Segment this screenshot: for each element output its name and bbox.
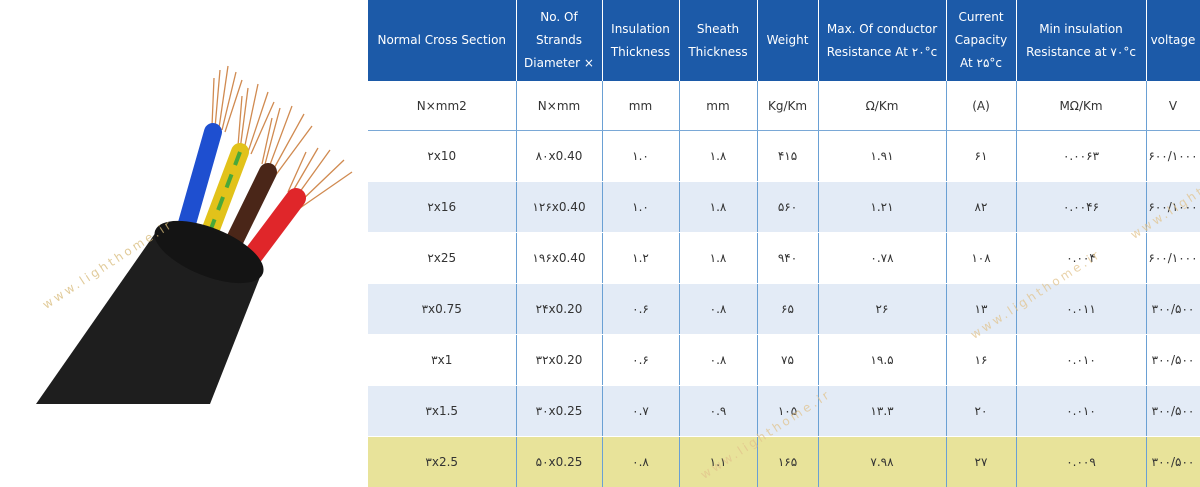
table-cell: ۰.۰۰۴ (1016, 232, 1147, 284)
unit-cell: mm (679, 81, 758, 131)
units-row: N×mm2 N×mm mm mm Kg/Km Ω/Km (A) MΩ/Km V (368, 81, 1200, 131)
unit-cell: Ω/Km (818, 81, 947, 131)
unit-cell: MΩ/Km (1016, 81, 1147, 131)
table-cell: ۱۰۸ (946, 232, 1017, 284)
table-cell: ۸۰x0.40 (516, 130, 603, 182)
table-cell: ۰.۰۰۶۳ (1016, 130, 1147, 182)
table-cell: ۲۶ (818, 283, 947, 335)
table-row: ۲x16 ۱۲۶x0.40 ۱.۰ ۱.۸ ۵۶۰ ۱.۲۱ ۸۲ ۰.۰۰۴۶ ۶۰۰/۱۰۰… (368, 181, 1200, 233)
col-header-insulation-thickness: Insulation Thickness (602, 0, 680, 81)
table-cell: ۱.۱ (679, 436, 758, 487)
col-header-insulation-resistance: Min insulation Resistance at ۷۰°c (1016, 0, 1147, 81)
table-row: ۲x25 ۱۹۶x0.40 ۱.۲ ۱.۸ ۹۴۰ ۰.۷۸ ۱۰۸ ۰.۰۰۴ ۶۰۰/۱۰۰… (368, 232, 1200, 284)
table-row: ۳x1 ۳۲x0.20 ۰.۶ ۰.۸ ۷۵ ۱۹.۵ ۱۶ ۰.۰۱۰ ۳۰۰/۵۰۰ (368, 334, 1200, 386)
table-cell: ۰.۹ (679, 385, 758, 437)
col-header-current-capacity: Current Capacity At ۲۵°c (946, 0, 1017, 81)
table-cell: ۳۰۰/۵۰۰ (1146, 385, 1200, 437)
table-row: ۳x2.5 ۵۰x0.25 ۰.۸ ۱.۱ ۱۶۵ ۷.۹۸ ۲۷ ۰.۰۰۹ ۳۰۰/۵۰۰ (368, 436, 1200, 487)
unit-cell: N×mm2 (368, 81, 517, 131)
table-cell: ۳۲x0.20 (516, 334, 603, 386)
table-cell: ۲۴x0.20 (516, 283, 603, 335)
table-cell: ۶۱ (946, 130, 1017, 182)
table-cell: ۹۴۰ (757, 232, 819, 284)
unit-cell: Kg/Km (757, 81, 819, 131)
table-cell: ۰.۷ (602, 385, 680, 437)
table-cell: ۷.۹۸ (818, 436, 947, 487)
table-cell: ۰.۰۱۱ (1016, 283, 1147, 335)
table-cell: ۰.۶ (602, 334, 680, 386)
table-cell: ۱۹۶x0.40 (516, 232, 603, 284)
table-cell: ۵۶۰ (757, 181, 819, 233)
unit-cell: (A) (946, 81, 1017, 131)
col-header-voltage: voltage (1146, 0, 1200, 81)
col-header-cross-section: Normal Cross Section (368, 0, 517, 81)
table-cell: ۳x1 (368, 334, 517, 386)
unit-cell: V (1146, 81, 1200, 131)
cable-illustration (36, 65, 353, 404)
table-cell: ۸۲ (946, 181, 1017, 233)
table-cell: ۱۲۶x0.40 (516, 181, 603, 233)
table-cell: ۳x2.5 (368, 436, 517, 487)
table-cell: ۲x10 (368, 130, 517, 182)
table-cell: ۶۰۰/۱۰۰۰ (1146, 130, 1200, 182)
table-cell: ۱.۸ (679, 181, 758, 233)
col-header-sheath-thickness: Sheath Thickness (679, 0, 758, 81)
table-cell: ۳۰۰/۵۰۰ (1146, 334, 1200, 386)
table-cell: ۰.۷۸ (818, 232, 947, 284)
table-cell: ۷۵ (757, 334, 819, 386)
table-cell: ۰.۰۰۹ (1016, 436, 1147, 487)
spec-table-container: Normal Cross Section No. Of Strands Diam… (368, 0, 1200, 487)
table-header-row: Normal Cross Section No. Of Strands Diam… (368, 0, 1200, 81)
col-header-conductor-resistance: Max. Of conductor Resistance At ۲۰°c (818, 0, 947, 81)
table-cell: ۱.۹۱ (818, 130, 947, 182)
table-cell: ۶۵ (757, 283, 819, 335)
table-cell: ۲۰ (946, 385, 1017, 437)
table-cell: ۱.۲ (602, 232, 680, 284)
table-cell: ۱.۰ (602, 181, 680, 233)
table-cell: ۰.۰۱۰ (1016, 385, 1147, 437)
unit-cell: mm (602, 81, 680, 131)
col-header-strands: No. Of Strands Diameter × (516, 0, 603, 81)
table-cell: ۳۰x0.25 (516, 385, 603, 437)
table-cell: ۲x16 (368, 181, 517, 233)
table-cell: ۶۰۰/۱۰۰۰ (1146, 181, 1200, 233)
table-cell: ۱۳ (946, 283, 1017, 335)
table-cell: ۳۰۰/۵۰۰ (1146, 436, 1200, 487)
table-cell: ۶۰۰/۱۰۰۰ (1146, 232, 1200, 284)
table-cell: ۵۰x0.25 (516, 436, 603, 487)
table-cell: ۳۰۰/۵۰۰ (1146, 283, 1200, 335)
cable-spec-table: Normal Cross Section No. Of Strands Diam… (368, 0, 1200, 487)
table-cell: ۴۱۵ (757, 130, 819, 182)
table-cell: ۰.۸ (679, 283, 758, 335)
table-cell: ۰.۰۱۰ (1016, 334, 1147, 386)
table-cell: ۲x25 (368, 232, 517, 284)
table-cell: ۱۶۵ (757, 436, 819, 487)
unit-cell: N×mm (516, 81, 603, 131)
table-row: ۲x10 ۸۰x0.40 ۱.۰ ۱.۸ ۴۱۵ ۱.۹۱ ۶۱ ۰.۰۰۶۳ ۶۰۰/۱۰۰۰ (368, 130, 1200, 182)
table-cell: ۱۹.۵ (818, 334, 947, 386)
table-cell: ۱۶ (946, 334, 1017, 386)
table-cell: ۱.۸ (679, 130, 758, 182)
table-cell: ۱.۲۱ (818, 181, 947, 233)
table-cell: ۱۳.۳ (818, 385, 947, 437)
table-cell: ۰.۸ (602, 436, 680, 487)
table-cell: ۱.۸ (679, 232, 758, 284)
table-row: ۳x1.5 ۳۰x0.25 ۰.۷ ۰.۹ ۱۰۵ ۱۳.۳ ۲۰ ۰.۰۱۰ ۳۰۰/۵۰۰ (368, 385, 1200, 437)
table-cell: ۱.۰ (602, 130, 680, 182)
col-header-weight: Weight (757, 0, 819, 81)
table-cell: ۱۰۵ (757, 385, 819, 437)
table-cell: ۰.۶ (602, 283, 680, 335)
table-cell: ۳x0.75 (368, 283, 517, 335)
cable-photo: www.lighthome.ir (0, 0, 368, 487)
table-cell: ۳x1.5 (368, 385, 517, 437)
table-cell: ۲۷ (946, 436, 1017, 487)
table-row: ۳x0.75 ۲۴x0.20 ۰.۶ ۰.۸ ۶۵ ۲۶ ۱۳ ۰.۰۱۱ ۳۰۰/۵۰۰ (368, 283, 1200, 335)
table-cell: ۰.۸ (679, 334, 758, 386)
table-cell: ۰.۰۰۴۶ (1016, 181, 1147, 233)
